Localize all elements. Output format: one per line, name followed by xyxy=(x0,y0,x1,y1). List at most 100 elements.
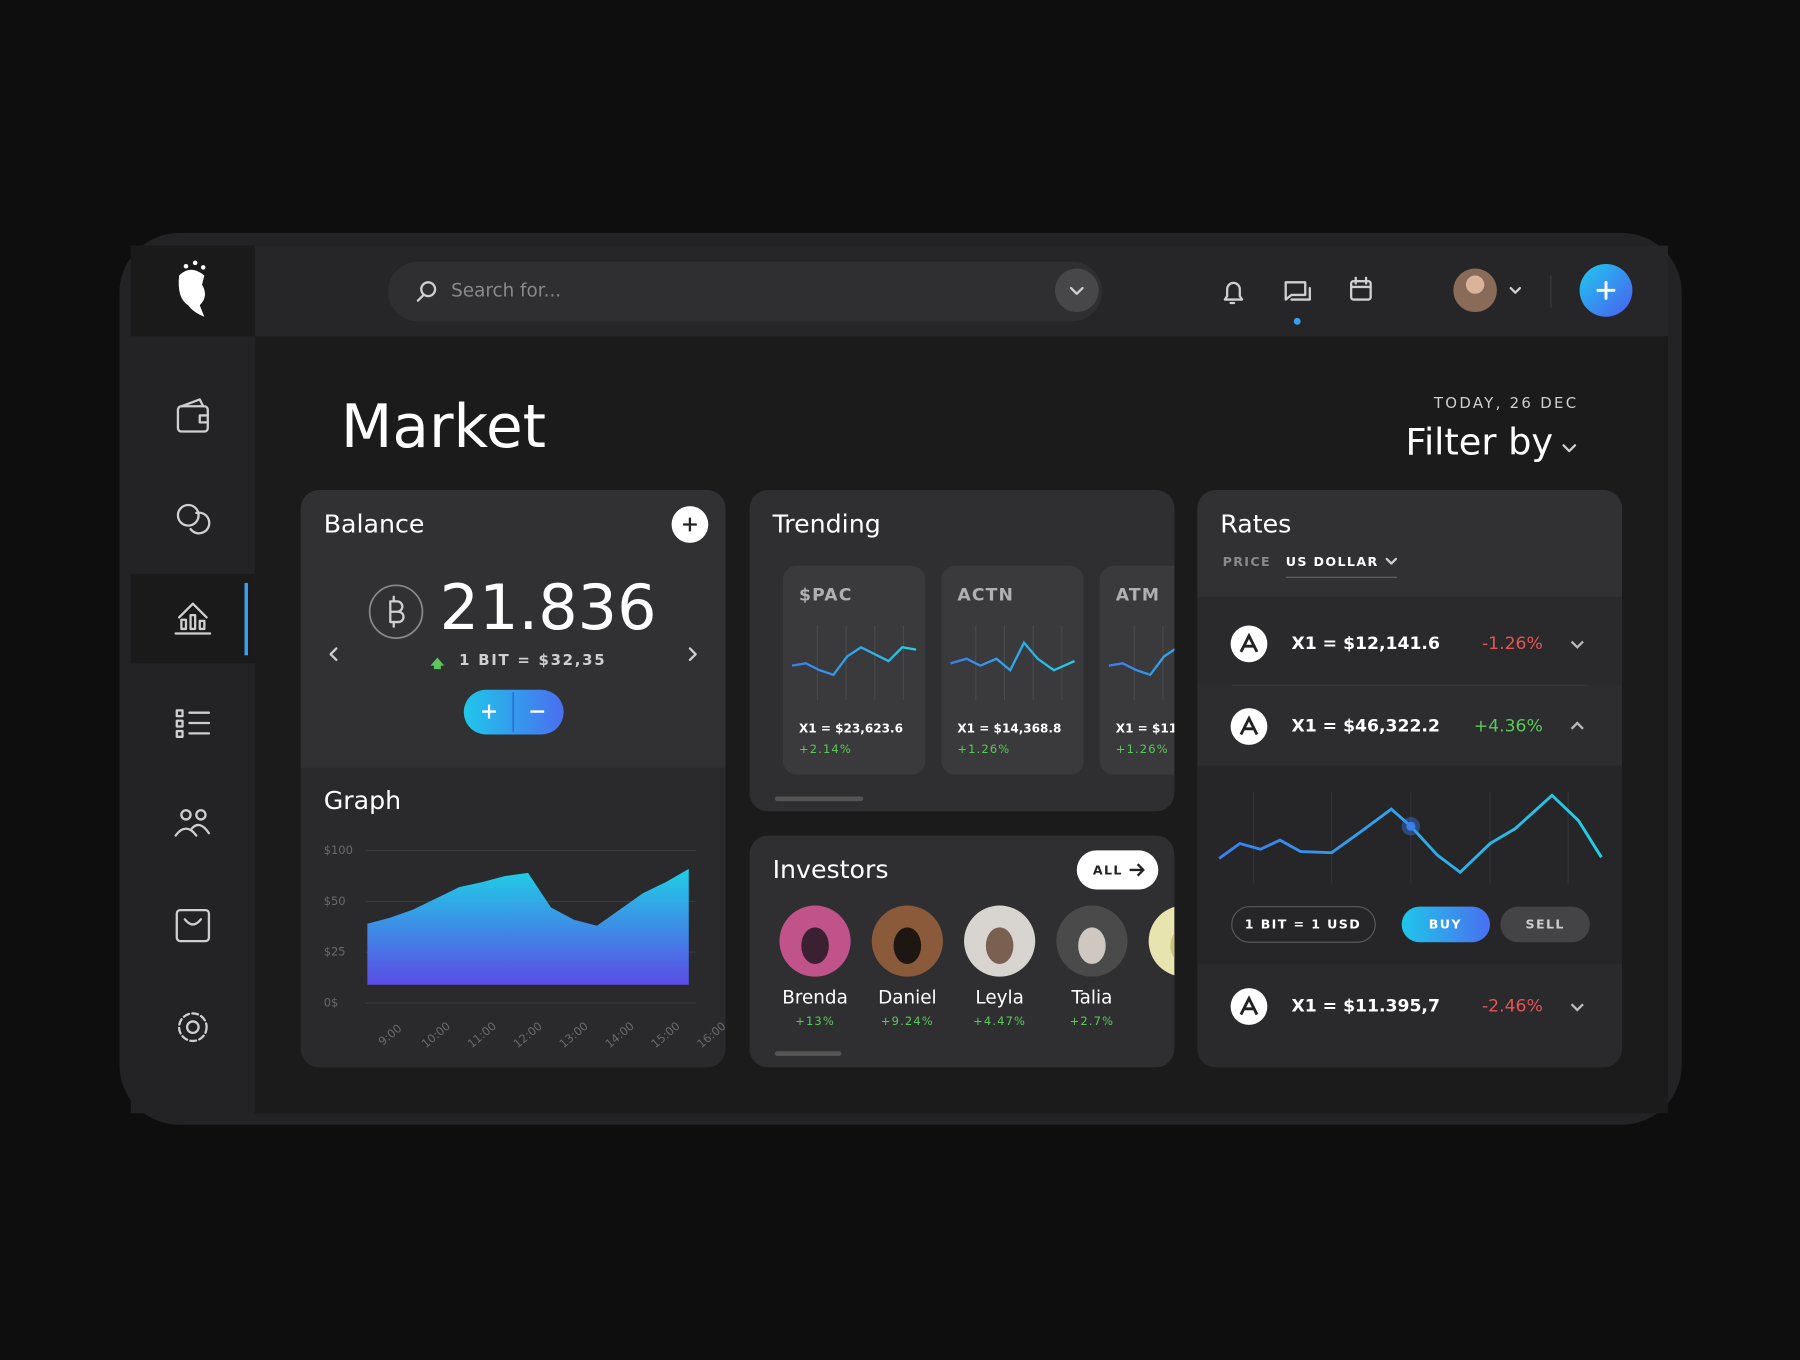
plus-icon xyxy=(683,517,697,532)
search-placeholder: Search for... xyxy=(451,281,561,302)
bell-icon[interactable] xyxy=(1223,281,1244,305)
top-icons xyxy=(1223,276,1372,305)
sell-button[interactable] xyxy=(1500,906,1590,943)
trending-card: Trending $PAC X1 = $23,623.6 +2.14% ACTN X1 … xyxy=(749,490,1242,812)
all-label: ALL xyxy=(1093,863,1123,878)
sidebar-icons xyxy=(130,398,255,1043)
trend-card[interactable] xyxy=(941,565,1084,775)
search-field[interactable] xyxy=(388,261,1103,322)
rate-rows: X1 = $12,141.6 -1.26% X1 = $46,322.2 +4.36%… xyxy=(1230,625,1584,1025)
prev-arrow[interactable] xyxy=(329,647,338,662)
card-top xyxy=(300,490,726,768)
all-button[interactable] xyxy=(1076,850,1159,890)
chevron xyxy=(1509,286,1522,294)
currency[interactable]: US DOLLAR xyxy=(1286,554,1379,569)
y-tick-label: $25 xyxy=(324,945,346,959)
rate-value: X1 = $46,322.2 xyxy=(1291,716,1440,736)
sidebar xyxy=(130,245,255,1114)
row-toggle[interactable] xyxy=(1570,721,1584,730)
card-title: Graph xyxy=(324,786,401,815)
chevron xyxy=(1069,286,1084,295)
wallet-icon[interactable] xyxy=(176,398,209,433)
card-title: Balance xyxy=(324,510,425,539)
bag-icon[interactable] xyxy=(175,908,211,943)
row-toggle[interactable] xyxy=(1570,640,1584,649)
scrollbar xyxy=(774,1051,842,1056)
sell-label: SELL xyxy=(1526,917,1565,932)
row-expanded xyxy=(1197,685,1623,766)
arrow xyxy=(1129,863,1145,877)
investor-list: Brenda +13% Daniel +9.24% Leyla +4.47% Talia +2… xyxy=(779,905,1220,1028)
trend-name: ACTN xyxy=(957,586,1014,606)
trend-rate: X1 = $23,623.6 xyxy=(799,721,903,735)
investor-avatar[interactable] xyxy=(1148,905,1220,977)
people-icon[interactable] xyxy=(174,809,211,837)
active-dot xyxy=(1293,317,1301,325)
rate-change: +4.36% xyxy=(1474,716,1543,736)
investor-name: Daniel xyxy=(878,987,937,1008)
coin-icon xyxy=(1230,625,1268,663)
next-arrow[interactable] xyxy=(688,647,697,662)
avatar-face xyxy=(893,927,922,965)
rate-value: X1 = $12,141.6 xyxy=(1291,634,1440,654)
trend-name: $PAC xyxy=(799,586,853,606)
settings-icon[interactable] xyxy=(177,1012,208,1043)
buy-button[interactable] xyxy=(1401,906,1491,943)
sparkline xyxy=(1108,645,1175,677)
card-title: Investors xyxy=(773,855,889,884)
y-tick-label: $100 xyxy=(324,843,353,857)
calendar-icon[interactable] xyxy=(1350,280,1372,301)
investor-change: +2.7% xyxy=(1070,1014,1115,1028)
scrollbar xyxy=(774,796,864,802)
market-icon xyxy=(174,602,212,635)
rate-line xyxy=(1218,793,1603,875)
trend-card[interactable] xyxy=(1099,565,1242,775)
card-header xyxy=(1197,490,1623,597)
price-label: PRICE xyxy=(1223,554,1271,569)
rate-change: -1.26% xyxy=(1482,634,1543,654)
coin-glyph xyxy=(1239,715,1259,736)
investor-change: +4.47% xyxy=(973,1014,1026,1028)
investor-name: Brenda xyxy=(782,987,848,1008)
filter[interactable]: Filter by xyxy=(1406,421,1554,464)
coin-icon xyxy=(1230,988,1268,1025)
trend-rate: X1 = $14,368.8 xyxy=(957,721,1061,735)
plus-icon xyxy=(1596,280,1616,300)
stepper-icons xyxy=(482,704,545,719)
search-icon xyxy=(416,281,437,302)
up-arrow xyxy=(430,657,445,670)
page-title: Market xyxy=(341,393,546,462)
card-title: Trending xyxy=(772,510,881,539)
coin-glyph xyxy=(1239,632,1259,653)
avatar-face xyxy=(801,927,829,965)
rate-value: X1 = $11.395,7 xyxy=(1291,997,1440,1017)
chevron xyxy=(1385,557,1398,565)
balance-amount: 21.836 xyxy=(440,571,657,644)
bitcoin-glyph xyxy=(389,595,405,628)
trend-change: +1.26% xyxy=(957,742,1010,756)
coin-glyph xyxy=(1239,995,1259,1016)
balance-rate: 1 BIT = $32,35 xyxy=(459,651,606,669)
coins-icon[interactable] xyxy=(176,503,211,535)
investor-change: +9.24% xyxy=(881,1014,934,1028)
chevron xyxy=(1562,444,1577,453)
search-dropdown[interactable] xyxy=(1054,268,1099,313)
coin-icon xyxy=(1230,708,1268,745)
y-tick-label: 0$ xyxy=(324,996,339,1010)
active-item[interactable] xyxy=(130,573,255,664)
row-toggle[interactable] xyxy=(1570,1003,1584,1012)
logo xyxy=(178,260,206,317)
card xyxy=(749,835,1175,1068)
trend-card[interactable] xyxy=(782,565,926,775)
y-tick-label: $50 xyxy=(324,894,346,908)
rate-chart xyxy=(1218,791,1603,884)
search[interactable]: Search for... xyxy=(388,261,1103,322)
list-icon[interactable] xyxy=(175,709,211,738)
trend-change: +2.14% xyxy=(799,742,852,756)
conversion-pill xyxy=(1231,906,1376,943)
chat-icon[interactable] xyxy=(1284,281,1311,301)
chart-grid xyxy=(1252,791,1569,884)
rates-card: Rates PRICE US DOLLAR X1 = $12,141.6 -1.2… xyxy=(1197,490,1623,1068)
card-title: Rates xyxy=(1220,510,1291,539)
